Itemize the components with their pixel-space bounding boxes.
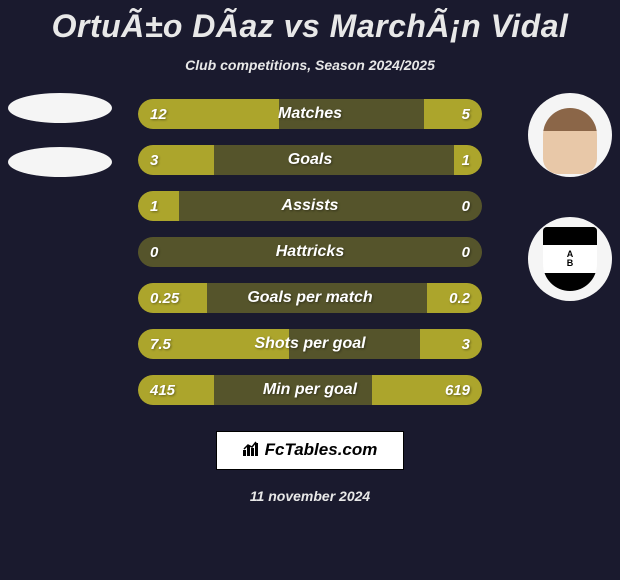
stat-row: Assists1 0 [138,191,482,221]
stat-label: Goals [138,145,482,175]
chart-icon [243,440,261,461]
stat-value-right: 0.2 [449,283,470,313]
stat-row: Shots per goal7.5 3 [138,329,482,359]
stat-value-right: 619 [445,375,470,405]
stat-value-left: 3 [150,145,158,175]
footer: FcTables.com 11 november 2024 [0,431,620,504]
left-avatars [8,93,112,201]
stat-bars: Matches125Goals31Assists10Hattricks00Goa… [138,99,482,421]
stat-value-left: 1 [150,191,158,221]
player-face-icon [543,108,597,174]
stat-label: Min per goal [138,375,482,405]
brand-label: FcTables.com [265,440,378,459]
stat-value-right: 0 [462,191,470,221]
stat-label: Shots per goal [138,329,482,359]
date-label: 11 november 2024 [0,488,620,504]
club-left-badge [8,147,112,177]
club-badge-text: AB [567,250,574,268]
brand-box[interactable]: FcTables.com [216,431,405,470]
page-title: OrtuÃ±o DÃ­az vs MarchÃ¡n Vidal [0,8,620,45]
stat-label: Goals per match [138,283,482,313]
stat-row: Matches12 5 [138,99,482,129]
header: OrtuÃ±o DÃ­az vs MarchÃ¡n Vidal Club com… [0,0,620,73]
stat-label: Hattricks [138,237,482,267]
stat-label: Assists [138,191,482,221]
stat-value-right: 5 [462,99,470,129]
stat-value-left: 7.5 [150,329,171,359]
stat-value-right: 1 [462,145,470,175]
stat-value-left: 0.25 [150,283,179,313]
player-left-avatar [8,93,112,123]
stat-row: Min per goal415 619 [138,375,482,405]
stat-value-right: 0 [462,237,470,267]
stat-value-right: 3 [462,329,470,359]
comparison-content: AB Matches125Goals31Assists10Hattricks00… [0,99,620,429]
stat-value-left: 0 [150,237,158,267]
subtitle: Club competitions, Season 2024/2025 [0,57,620,73]
stat-value-left: 415 [150,375,175,405]
stat-value-left: 12 [150,99,167,129]
club-right-badge: AB [528,217,612,301]
stat-row: Goals per match0.25 0.2 [138,283,482,313]
stat-row: Goals3 1 [138,145,482,175]
player-right-avatar [528,93,612,177]
stat-row: Hattricks0 0 [138,237,482,267]
club-shield-icon: AB [543,227,597,291]
stat-label: Matches [138,99,482,129]
right-avatars: AB [528,93,612,341]
